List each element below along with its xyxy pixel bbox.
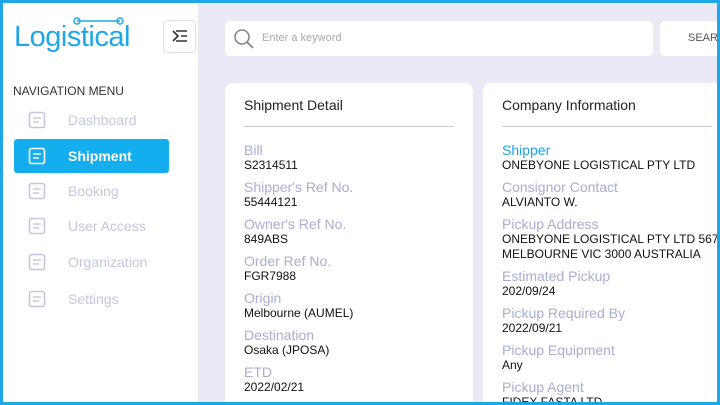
logo-text: Logistical bbox=[14, 21, 130, 53]
field-value: FIDEX FASTA LTD. bbox=[502, 395, 606, 405]
field-label: Pickup Required By bbox=[502, 305, 625, 321]
field-label: Pickup Equipment bbox=[502, 342, 615, 358]
field-value: S2314511 bbox=[244, 158, 298, 172]
nav-item[interactable]: Settings bbox=[14, 282, 169, 316]
field-value: Osaka (JPOSA) bbox=[244, 343, 330, 357]
field-value: MELBOURNE VIC 3000 AUSTRALIA bbox=[502, 247, 701, 261]
field-label: Shipper bbox=[502, 142, 551, 158]
field-label: Pickup Agent bbox=[502, 379, 584, 395]
panel-title: Shipment Detail bbox=[244, 97, 343, 113]
field-value: 202/09/24 bbox=[502, 284, 556, 298]
nav-icon bbox=[28, 111, 46, 129]
nav-item[interactable]: Shipment bbox=[14, 139, 169, 173]
shipment-detail-panel: Shipment Detail Bill S2314511 Shipper's Ref… bbox=[225, 83, 473, 402]
field-value: 2022/09/21 bbox=[502, 321, 563, 335]
nav-icon bbox=[28, 253, 46, 271]
company-information-panel: Company Information Shipper ONEBYONE LOGIS… bbox=[483, 83, 719, 405]
field-label: Pickup Address bbox=[502, 216, 599, 232]
search-icon bbox=[234, 29, 254, 49]
nav-item-label: User Access bbox=[68, 218, 146, 234]
nav-item-label: Dashboard bbox=[68, 112, 137, 128]
field-value: Any bbox=[502, 358, 523, 372]
nav-icon bbox=[28, 182, 46, 200]
logo-mark bbox=[73, 17, 124, 25]
nav-item[interactable]: Booking bbox=[14, 174, 169, 208]
panel-title: Company Information bbox=[502, 97, 636, 113]
field-label: Owner's Ref No. bbox=[244, 216, 347, 232]
nav-item-label: Shipment bbox=[68, 148, 132, 164]
field-label: Order Ref No. bbox=[244, 253, 332, 269]
nav-icon bbox=[28, 290, 46, 308]
collapse-button[interactable] bbox=[163, 20, 196, 53]
field-value: 849ABS bbox=[244, 232, 289, 246]
field-value: 55444121 bbox=[244, 195, 298, 209]
field-value: Melbourne (AUMEL) bbox=[244, 306, 354, 320]
search-input[interactable]: Enter a keyword bbox=[225, 21, 653, 56]
nav-item[interactable]: Organization bbox=[14, 245, 169, 279]
panel-divider bbox=[502, 126, 712, 127]
nav-item-label: Organization bbox=[68, 254, 148, 270]
panel-divider bbox=[244, 126, 454, 127]
field-label: Destination bbox=[244, 327, 315, 343]
field-label: Origin bbox=[244, 290, 282, 306]
field-label: Bill bbox=[244, 142, 263, 158]
field-value: ONEBYONE LOGISTICAL PTY LTD 567 bbox=[502, 232, 719, 246]
field-label: Consignor Contact bbox=[502, 179, 618, 195]
search-button[interactable]: SEARCH bbox=[660, 21, 718, 56]
nav-icon bbox=[28, 217, 46, 235]
nav-item-label: Settings bbox=[68, 291, 119, 307]
sidebar: Logistical NAVIGATION MENU Dashboard Ship… bbox=[3, 3, 198, 402]
field-label: Shipper's Ref No. bbox=[244, 179, 354, 195]
field-value: 2022/02/21 bbox=[244, 380, 305, 394]
field-value: ONEBYONE LOGISTICAL PTY LTD bbox=[502, 158, 696, 172]
nav-item-label: Booking bbox=[68, 183, 119, 199]
field-label: ETD bbox=[244, 364, 272, 380]
field-value: ALVIANTO W. bbox=[502, 195, 578, 209]
search-placeholder: Enter a keyword bbox=[262, 32, 342, 44]
nav-item[interactable]: Dashboard bbox=[14, 103, 169, 137]
nav-heading: NAVIGATION MENU bbox=[13, 84, 124, 98]
search-button-label: SEARCH bbox=[688, 32, 718, 44]
collapse-icon bbox=[172, 30, 187, 42]
field-label: Estimated Pickup bbox=[502, 268, 611, 284]
field-label: ETA bbox=[244, 401, 270, 402]
nav-item[interactable]: User Access bbox=[14, 209, 169, 243]
field-value: FGR7988 bbox=[244, 269, 297, 283]
nav-icon bbox=[28, 147, 46, 165]
